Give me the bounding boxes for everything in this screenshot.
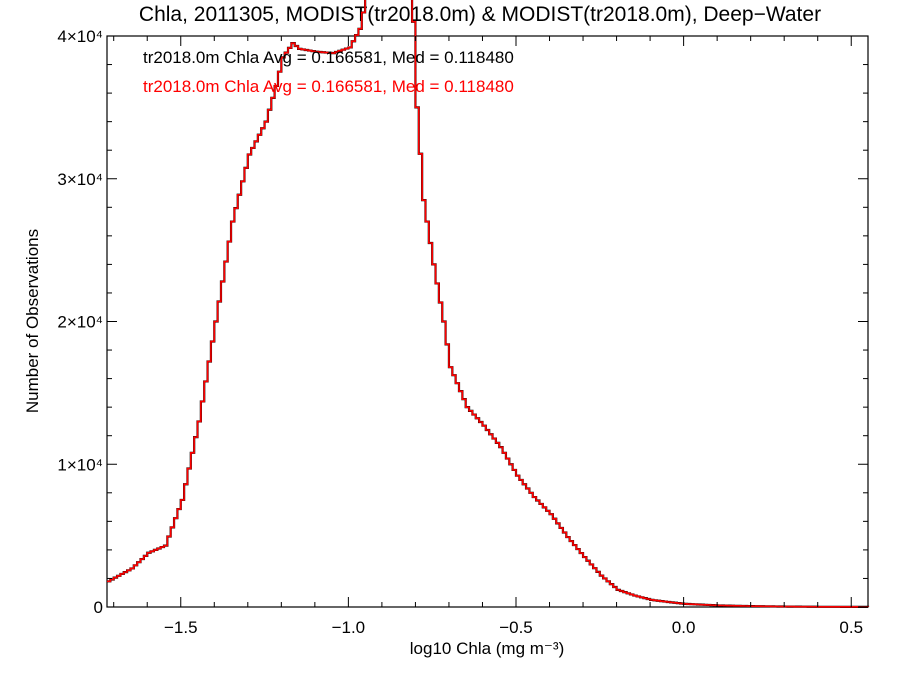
x-tick-label: −0.5 (499, 618, 533, 637)
y-tick-label: 4×10⁴ (57, 27, 103, 46)
series-group (107, 0, 870, 608)
plot-area: −1.5 −1.0 −0.5 0.0 0.5 0 1×10⁴ 2×10⁴ 3×10⁴ 4×10⁴ (57, 0, 870, 637)
x-tick-label: −1.5 (164, 618, 198, 637)
y-tick-label: 1×10⁴ (57, 455, 103, 474)
chart-title: Chla, 2011305, MODIST(tr2018.0m) & MODIS… (139, 3, 821, 26)
x-axis-ticks: −1.5 −1.0 −0.5 0.0 0.5 (113, 36, 863, 637)
x-tick-label: 0.5 (839, 618, 863, 637)
y-axis-ticks: 0 1×10⁴ 2×10⁴ 3×10⁴ 4×10⁴ (57, 27, 868, 617)
x-tick-label: 0.0 (672, 618, 696, 637)
y-axis-label: Number of Observations (23, 229, 42, 413)
y-tick-label: 2×10⁴ (57, 313, 103, 332)
y-tick-label: 0 (94, 598, 103, 617)
x-axis-label: log10 Chla (mg m⁻³) (410, 639, 564, 658)
series-red-line (107, 0, 869, 608)
x-tick-label: −1.0 (332, 618, 366, 637)
annotation-black: tr2018.0m Chla Avg = 0.166581, Med = 0.1… (143, 48, 514, 67)
y-tick-label: 3×10⁴ (57, 170, 103, 189)
annotation-red: tr2018.0m Chla Avg = 0.166581, Med = 0.1… (143, 77, 514, 96)
